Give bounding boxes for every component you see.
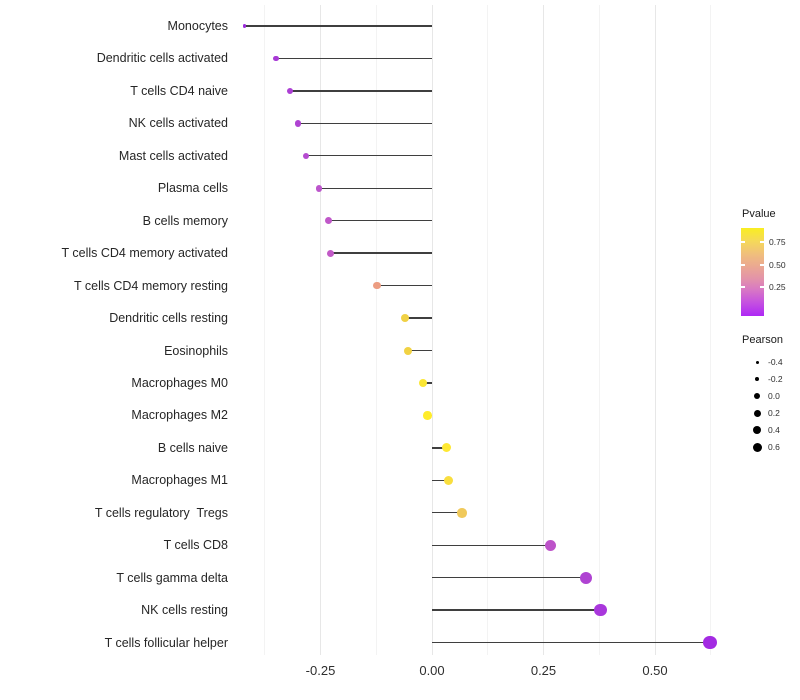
- y-axis-label: Macrophages M2: [131, 408, 228, 423]
- lollipop-dot: [443, 475, 454, 486]
- lollipop-stem: [432, 447, 447, 449]
- pearson-legend-label: -0.2: [768, 374, 783, 384]
- gridline-minor: [375, 5, 377, 655]
- y-axis-label: NK cells activated: [128, 116, 228, 131]
- y-axis-label: Eosinophils: [164, 343, 228, 358]
- pvalue-tick-label: 0.50: [769, 260, 786, 270]
- y-axis-label: Plasma cells: [157, 181, 228, 196]
- lollipop-dot: [302, 152, 310, 160]
- y-axis-label: Dendritic cells activated: [96, 51, 228, 66]
- lollipop-stem: [305, 155, 432, 157]
- y-axis-label: NK cells resting: [141, 603, 228, 618]
- lollipop-dot: [294, 120, 302, 127]
- x-axis-tick-label: 0.00: [419, 663, 445, 678]
- lollipop-stem: [423, 382, 432, 384]
- lollipop-dot: [442, 443, 452, 453]
- y-axis-label: Macrophages M0: [131, 375, 228, 390]
- gridline-major: [431, 5, 433, 655]
- y-axis-label: Macrophages M1: [131, 473, 228, 488]
- pearson-legend-label: 0.4: [768, 425, 780, 435]
- lollipop-stem: [404, 317, 432, 319]
- lollipop-stem: [432, 576, 586, 579]
- lollipop-dot: [703, 635, 717, 650]
- y-axis-label: Dendritic cells resting: [109, 311, 228, 326]
- y-axis-label: T cells follicular helper: [104, 635, 228, 650]
- lollipop-stem: [432, 609, 601, 611]
- lollipop-dot: [418, 378, 428, 388]
- lollipop-dot: [287, 87, 294, 94]
- gridline-major: [654, 5, 656, 655]
- pearson-legend-label: 0.0: [768, 391, 780, 401]
- legend-pvalue-title: Pvalue: [742, 208, 776, 220]
- y-axis-label: Mast cells activated: [118, 148, 228, 163]
- gridline-minor: [598, 5, 600, 655]
- lollipop-stem: [432, 479, 449, 481]
- x-axis-tick-label: 0.50: [642, 663, 668, 678]
- pearson-legend-dot: [752, 442, 762, 452]
- lollipop-stem: [319, 187, 432, 189]
- pvalue-tickmark: [760, 264, 764, 266]
- lollipop-stem: [298, 122, 432, 125]
- lollipop-dot: [423, 411, 432, 420]
- pearson-legend-label: -0.4: [768, 357, 783, 367]
- pearson-legend-dot: [755, 360, 759, 364]
- lollipop-stem: [407, 349, 432, 352]
- lollipop-dot: [373, 281, 381, 290]
- lollipop-stem: [377, 284, 432, 287]
- lollipop-stem: [432, 544, 551, 546]
- pearson-legend-dot: [754, 393, 760, 399]
- lollipop-stem: [244, 25, 432, 27]
- lollipop-dot: [242, 24, 247, 28]
- lollipop-dot: [545, 539, 557, 551]
- gridline-major: [543, 5, 544, 655]
- y-axis-label: T cells regulatory Tregs: [94, 505, 228, 520]
- lollipop-stem: [432, 641, 710, 644]
- y-axis-label: T cells CD4 naive: [130, 83, 228, 98]
- pvalue-tickmark: [760, 286, 764, 288]
- lollipop-stem: [432, 512, 462, 514]
- lollipop-dot: [457, 508, 467, 518]
- lollipop-stem: [275, 57, 432, 60]
- lollipop-dot: [403, 346, 412, 355]
- lollipop-dot: [315, 185, 323, 192]
- lollipop-dot: [324, 217, 332, 225]
- x-axis-tick-label: -0.25: [305, 663, 336, 678]
- pearson-legend-dot: [753, 409, 761, 417]
- y-axis-label: T cells CD4 memory activated: [61, 246, 229, 261]
- pearson-legend-dot: [754, 376, 760, 382]
- x-axis-tick-label: 0.25: [530, 663, 557, 678]
- lollipop-dot: [594, 603, 607, 617]
- y-axis-label: T cells CD4 memory resting: [74, 278, 228, 293]
- y-axis-label: B cells memory: [142, 213, 228, 228]
- lollipop-dot: [579, 571, 592, 584]
- pearson-legend-label: 0.6: [768, 442, 780, 452]
- pvalue-tick-label: 0.25: [769, 282, 786, 292]
- gridline-minor: [487, 5, 489, 655]
- pearson-legend-dot: [753, 426, 761, 434]
- lollipop-stem: [328, 220, 432, 222]
- pvalue-tickmark: [741, 264, 745, 266]
- lollipop-stem: [290, 90, 432, 92]
- gridline-minor: [264, 5, 266, 655]
- pvalue-gradient-bar: [741, 228, 764, 316]
- lollipop-dot: [400, 314, 409, 323]
- y-axis-label: T cells gamma delta: [116, 570, 228, 585]
- pvalue-tickmark: [741, 241, 745, 243]
- y-axis-label: Monocytes: [167, 19, 228, 33]
- legend-pearson-title: Pearson: [742, 334, 783, 346]
- pvalue-tickmark: [760, 241, 764, 243]
- pvalue-tick-label: 0.75: [769, 237, 786, 247]
- y-axis-label: T cells CD8: [163, 538, 228, 553]
- legend-pearson: Pearson -0.4 -0.2 0.0 0.2 0.4 0.6: [742, 334, 800, 452]
- y-axis-label: B cells naive: [157, 440, 228, 455]
- pvalue-tickmark: [741, 286, 745, 288]
- gridline-major: [320, 5, 321, 655]
- lollipop-dot: [327, 249, 335, 257]
- legend-pvalue: Pvalue 0.75 0.50 0.25: [741, 208, 800, 316]
- gridline-minor: [710, 5, 712, 655]
- lollipop-stem: [330, 252, 432, 254]
- lollipop-dot: [273, 55, 279, 62]
- pearson-legend-label: 0.2: [768, 408, 780, 418]
